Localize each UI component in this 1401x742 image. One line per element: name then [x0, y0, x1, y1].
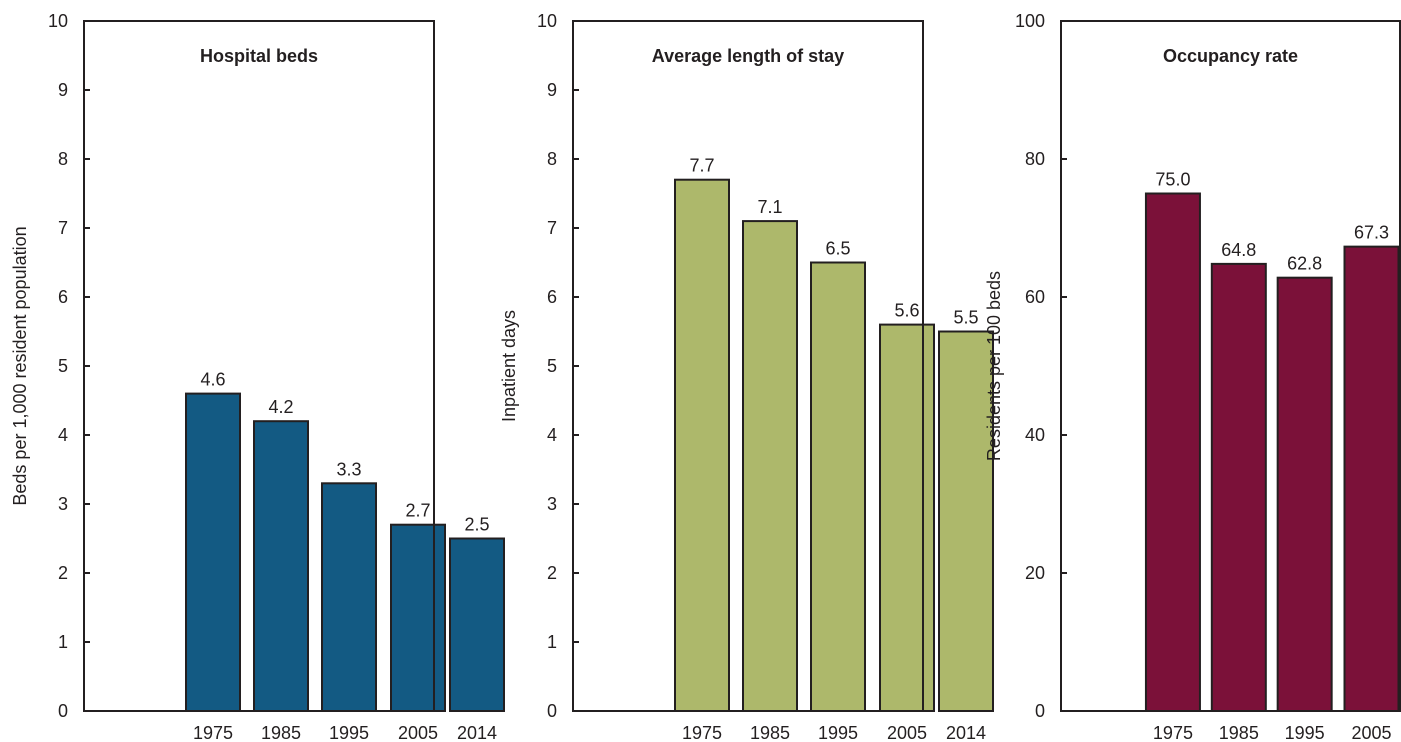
occupancy-rate-title: Occupancy rate	[1163, 46, 1298, 66]
average-length-of-stay-bar-1985	[742, 220, 798, 712]
occupancy-rate-bar-2005	[1343, 245, 1400, 712]
hospital-beds-title: Hospital beds	[200, 46, 318, 66]
occupancy-rate-ytick-label: 80	[1025, 149, 1045, 169]
occupancy-rate-bar-1995	[1276, 276, 1333, 712]
average-length-of-stay-y-axis-title: Inpatient days	[499, 310, 519, 422]
occupancy-rate-xtick-label-1985: 1985	[1219, 723, 1259, 742]
occupancy-rate-y-axis-title: Residents per 100 beds	[984, 271, 1004, 461]
average-length-of-stay-bar-1995	[810, 261, 866, 712]
hospital-beds-ytick-label: 1	[58, 632, 68, 652]
hospital-beds-plot-frame	[83, 20, 435, 712]
hospital-beds-bar-1975	[185, 392, 241, 712]
hospital-beds-xtick-label-1995: 1995	[329, 723, 369, 742]
hospital-beds-xtick-label-1985: 1985	[261, 723, 301, 742]
occupancy-rate-bar-1975	[1144, 192, 1201, 712]
occupancy-rate-xtick-label-2005: 2005	[1351, 723, 1391, 742]
occupancy-rate-plot-frame	[1060, 20, 1401, 712]
hospital-beds-bar-1985	[253, 420, 309, 712]
hospital-beds-bar-2005	[390, 523, 446, 713]
average-length-of-stay-ytick-label: 10	[537, 11, 557, 31]
average-length-of-stay-ytick-label: 9	[547, 80, 557, 100]
average-length-of-stay-ytick-label: 5	[547, 356, 557, 376]
occupancy-rate-ytick-label: 60	[1025, 287, 1045, 307]
average-length-of-stay-ytick-label: 4	[547, 425, 557, 445]
hospital-beds-ytick-label: 7	[58, 218, 68, 238]
average-length-of-stay-xtick-label-1995: 1995	[818, 723, 858, 742]
occupancy-rate-value-label-2005: 67.3	[1354, 223, 1389, 243]
average-length-of-stay-ytick-label: 6	[547, 287, 557, 307]
average-length-of-stay-bar-2014	[938, 330, 994, 712]
average-length-of-stay-ytick-label: 0	[547, 701, 557, 721]
hospital-beds-ytick-label: 2	[58, 563, 68, 583]
occupancy-rate-ytick-label: 100	[1015, 11, 1045, 31]
average-length-of-stay-value-label-1995: 6.5	[825, 239, 850, 259]
average-length-of-stay-bar-2005	[879, 323, 935, 712]
hospital-beds-ytick-label: 10	[48, 11, 68, 31]
hospital-beds-xtick-label-1975: 1975	[193, 723, 233, 742]
average-length-of-stay-ytick-label: 2	[547, 563, 557, 583]
hospital-beds-ytick-label: 4	[58, 425, 68, 445]
hospital-beds-bar-1995	[321, 482, 377, 712]
hospital-beds-y-axis-title: Beds per 1,000 resident population	[10, 226, 30, 505]
hospital-beds-ytick-label: 9	[58, 80, 68, 100]
average-length-of-stay-ytick-label: 8	[547, 149, 557, 169]
occupancy-rate-xtick-label-1975: 1975	[1153, 723, 1193, 742]
hospital-beds-xtick-label-2005: 2005	[398, 723, 438, 742]
occupancy-rate-ytick-label: 40	[1025, 425, 1045, 445]
occupancy-rate-xtick-label-1995: 1995	[1285, 723, 1325, 742]
average-length-of-stay-ytick-label: 1	[547, 632, 557, 652]
average-length-of-stay-title: Average length of stay	[652, 46, 844, 66]
hospital-beds-value-label-1995: 3.3	[336, 459, 361, 479]
average-length-of-stay-value-label-2014: 5.5	[953, 308, 978, 328]
hospital-beds-value-label-2005: 2.7	[405, 501, 430, 521]
occupancy-rate-value-label-1985: 64.8	[1221, 240, 1256, 260]
average-length-of-stay-xtick-label-2005: 2005	[887, 723, 927, 742]
occupancy-rate-ytick-label: 20	[1025, 563, 1045, 583]
occupancy-rate-value-label-1975: 75.0	[1155, 170, 1190, 190]
average-length-of-stay-value-label-1975: 7.7	[689, 156, 714, 176]
hospital-beds-value-label-1975: 4.6	[200, 370, 225, 390]
average-length-of-stay-bar-1975	[674, 178, 730, 712]
occupancy-rate-ytick-label: 0	[1035, 701, 1045, 721]
average-length-of-stay-ytick-label: 7	[547, 218, 557, 238]
average-length-of-stay-xtick-label-1985: 1985	[750, 723, 790, 742]
hospital-beds-ytick-label: 6	[58, 287, 68, 307]
average-length-of-stay-xtick-label-1975: 1975	[682, 723, 722, 742]
average-length-of-stay-ytick-label: 3	[547, 494, 557, 514]
hospital-beds-xtick-label-2014: 2014	[457, 723, 497, 742]
average-length-of-stay-plot-frame	[572, 20, 924, 712]
hospital-beds-value-label-2014: 2.5	[464, 515, 489, 535]
hospital-beds-ytick-label: 8	[58, 149, 68, 169]
hospital-beds-ytick-label: 5	[58, 356, 68, 376]
occupancy-rate-bar-1985	[1210, 262, 1267, 712]
hospital-beds-bar-2014	[449, 537, 505, 712]
average-length-of-stay-value-label-1985: 7.1	[757, 197, 782, 217]
occupancy-rate-value-label-1995: 62.8	[1287, 254, 1322, 274]
hospital-beds-value-label-1985: 4.2	[268, 397, 293, 417]
hospital-beds-ytick-label: 3	[58, 494, 68, 514]
average-length-of-stay-value-label-2005: 5.6	[894, 301, 919, 321]
average-length-of-stay-xtick-label-2014: 2014	[946, 723, 986, 742]
hospital-beds-ytick-label: 0	[58, 701, 68, 721]
